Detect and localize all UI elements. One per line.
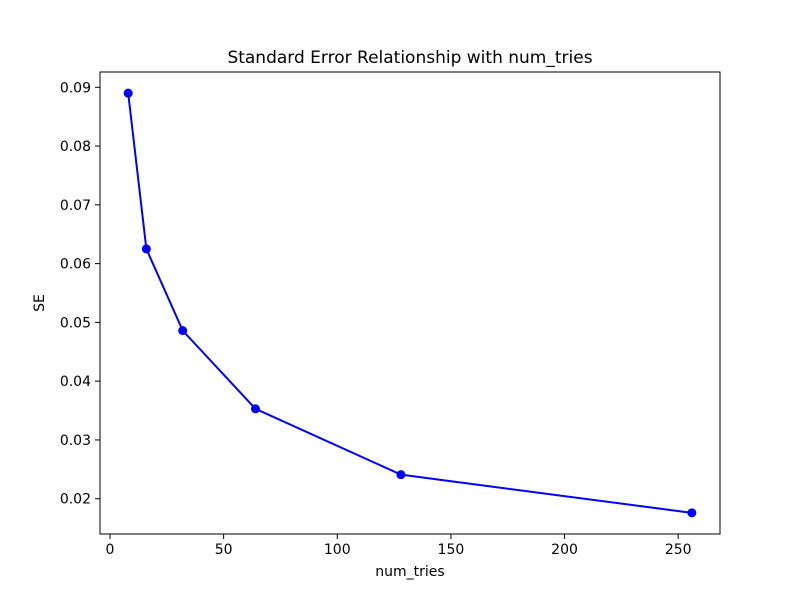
y-tick-label: 0.03 (60, 433, 91, 449)
x-tick-label: 100 (324, 542, 351, 558)
data-point (396, 470, 406, 480)
y-tick-label: 0.06 (60, 257, 91, 273)
x-axis-ticks: 0 50 100 150 200 250 (106, 534, 692, 558)
y-tick-label: 0.09 (60, 80, 91, 96)
data-point (250, 404, 260, 414)
y-axis-ticks: 0.02 0.03 0.04 0.05 0.06 0.07 0.08 0.09 (60, 80, 100, 508)
data-point (687, 508, 697, 518)
y-tick-label: 0.04 (60, 374, 91, 390)
x-tick-label: 50 (215, 542, 233, 558)
y-tick-label: 0.07 (60, 198, 91, 214)
y-tick-label: 0.08 (60, 139, 91, 155)
data-point (123, 88, 133, 98)
x-tick-label: 150 (438, 542, 465, 558)
data-point (178, 326, 188, 336)
x-tick-label: 250 (665, 542, 692, 558)
data-series (123, 88, 697, 518)
y-tick-label: 0.05 (60, 315, 91, 331)
chart-title: Standard Error Relationship with num_tri… (227, 48, 592, 68)
x-axis-label: num_tries (375, 564, 444, 580)
data-line (127, 93, 692, 514)
x-tick-label: 0 (106, 542, 115, 558)
y-axis-label: SE (32, 294, 48, 312)
x-tick-label: 200 (551, 542, 578, 558)
plot-area (99, 71, 721, 535)
y-tick-label: 0.02 (60, 492, 91, 508)
data-point (141, 244, 151, 254)
